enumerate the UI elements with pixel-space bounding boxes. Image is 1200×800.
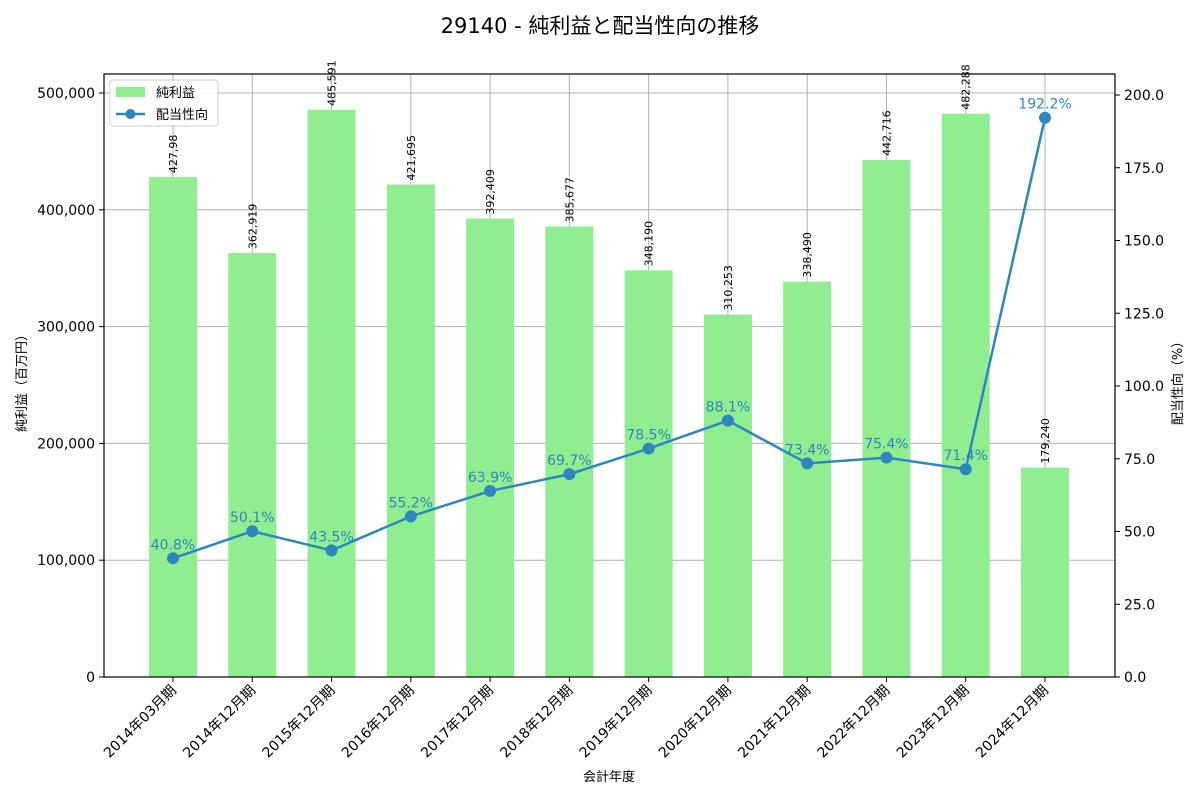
y-tick-label-left: 500,000	[37, 86, 95, 102]
legend-marker-icon	[125, 109, 136, 119]
x-tick-label: 2018年12月期	[497, 683, 576, 762]
payout-ratio-marker	[801, 457, 814, 470]
payout-ratio-label: 88.1%	[706, 400, 750, 416]
bar-series-net-income	[149, 109, 1069, 678]
x-tick-label: 2015年12月期	[260, 683, 339, 762]
y-tick-label-left: 300,000	[37, 320, 95, 336]
y-tick-label-left: 400,000	[37, 203, 95, 219]
payout-ratio-marker	[642, 442, 655, 455]
x-tick-label: 2023年12月期	[894, 683, 973, 762]
payout-ratio-marker	[959, 463, 972, 476]
y-tick-label-left: 200,000	[37, 436, 95, 452]
y-axis-label-right: 配当性向（%）	[1170, 335, 1186, 425]
payout-ratio-label: 69.7%	[547, 453, 591, 469]
y-tick-label-right: 50.0	[1124, 525, 1155, 541]
bar	[228, 253, 277, 678]
bar	[1021, 467, 1069, 677]
x-tick-label: 2021年12月期	[735, 683, 814, 762]
bar	[545, 226, 594, 677]
x-tick-label: 2017年12月期	[418, 683, 497, 762]
bar-value-label: 482,288	[960, 64, 973, 110]
bar-value-label: 338,490	[801, 232, 814, 278]
y-tick-label-left: 100,000	[37, 553, 95, 569]
bar-value-label: 385,677	[563, 177, 576, 223]
bar-value-label: 485,591	[326, 60, 339, 106]
payout-ratio-label: 78.5%	[626, 428, 670, 444]
y-tick-label-right: 0.0	[1124, 670, 1146, 686]
y-tick-label-right: 175.0	[1124, 161, 1164, 177]
bar	[624, 270, 673, 677]
payout-ratio-line	[172, 117, 1047, 560]
bar	[703, 314, 752, 677]
x-tick-label: 2020年12月期	[656, 683, 735, 762]
x-tick-label: 2014年03月期	[101, 683, 180, 762]
x-tick-label: 2014年12月期	[180, 683, 259, 762]
payout-ratio-marker	[880, 451, 893, 464]
plot-frame	[103, 73, 1116, 678]
x-tick-label: 2022年12月期	[814, 683, 893, 762]
bar-value-label: 362,919	[246, 204, 259, 250]
bar	[307, 109, 356, 677]
y-tick-label-right: 200.0	[1124, 88, 1164, 104]
y-tick-label-right: 150.0	[1124, 234, 1164, 250]
payout-ratio-marker	[563, 468, 576, 481]
axes: 0 100,000 200,000 300,000 400,000 500,000 0.0 2…	[37, 73, 1164, 762]
bar	[862, 159, 911, 677]
payout-ratio-marker	[484, 485, 497, 498]
payout-ratio-marker	[721, 414, 734, 427]
bar	[149, 177, 197, 677]
bar-value-label: 348,190	[643, 221, 656, 267]
payout-ratio-label: 71.4%	[943, 448, 987, 464]
payout-ratio-marker	[325, 544, 338, 557]
y-tick-label-right: 100.0	[1124, 379, 1164, 395]
y-tick-label-left: 0	[86, 670, 95, 686]
legend-bar-swatch-icon	[116, 87, 145, 97]
payout-ratio-marker	[1039, 111, 1051, 124]
payout-ratio-label: 40.8%	[151, 537, 195, 553]
bar-value-label: 442,716	[880, 110, 893, 156]
bar-value-label: 421,695	[405, 135, 418, 181]
y-tick-label-right: 25.0	[1124, 597, 1155, 613]
x-tick-label: 2019年12月期	[577, 683, 656, 762]
y-axis-label-left: 純利益（百万円）	[15, 328, 30, 432]
payout-ratio-label: 73.4%	[785, 442, 829, 458]
payout-ratio-label: 192.2%	[1018, 97, 1071, 113]
payout-ratio-marker	[167, 552, 179, 565]
y-tick-label-right: 125.0	[1124, 306, 1164, 322]
bar	[386, 184, 435, 677]
x-tick-label: 2024年12月期	[973, 683, 1052, 762]
payout-ratio-label: 50.1%	[230, 510, 274, 526]
bar	[783, 281, 832, 677]
legend-label-payout-ratio: 配当性向	[156, 107, 208, 123]
legend-label-net-income: 純利益	[156, 86, 195, 101]
y-tick-label-right: 75.0	[1124, 452, 1155, 468]
chart-title: 29140 - 純利益と配当性向の推移	[440, 14, 760, 38]
payout-ratio-label: 55.2%	[389, 495, 433, 511]
payout-ratio-label: 75.4%	[864, 437, 908, 453]
bar-value-labels: 427,98 362,919 485,591 421,695 392,409 385,67…	[167, 60, 1052, 463]
bar-value-label: 427,98	[167, 135, 180, 174]
bar	[466, 218, 515, 677]
payout-ratio-label: 43.5%	[309, 529, 353, 545]
bar-value-label: 392,409	[484, 169, 497, 215]
payout-ratio-marker	[246, 525, 259, 538]
legend: 純利益 配当性向	[109, 79, 219, 127]
line-series-payout-ratio: 40.8% 50.1% 43.5% 55.2% 63.9% 69.7% 78.5% 88.1%…	[151, 97, 1072, 565]
bar-value-label: 179,240	[1039, 418, 1052, 464]
x-axis-label: 会計年度	[583, 769, 635, 785]
payout-ratio-marker	[404, 510, 417, 523]
payout-ratio-label: 63.9%	[468, 470, 512, 486]
bar-value-label: 310,253	[722, 265, 735, 311]
x-tick-label: 2016年12月期	[339, 683, 418, 762]
